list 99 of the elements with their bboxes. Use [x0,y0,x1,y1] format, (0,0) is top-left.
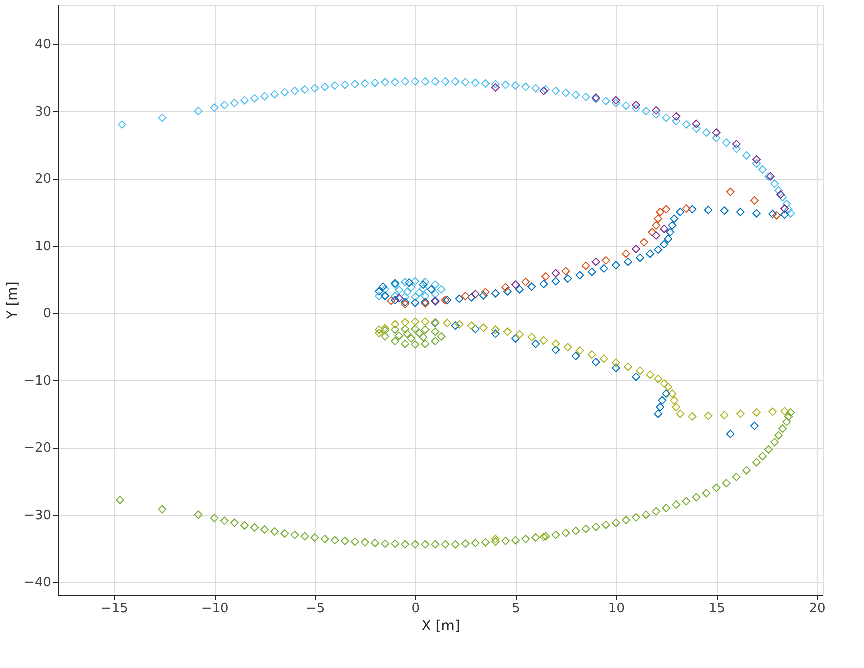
point [443,319,452,328]
point [692,120,701,128]
point [492,84,500,92]
x-tick-label: −10 [201,602,229,616]
y-axis-title: Y [m] [5,282,22,320]
point [411,318,420,326]
point [772,211,782,220]
y-tick-label: 0 [43,306,52,322]
y-tick-label: 20 [34,172,52,188]
point [732,140,741,148]
point [455,320,464,329]
y-tick-label: 10 [34,239,52,254]
point [720,411,729,420]
point [672,112,681,121]
point [562,267,570,276]
point [752,408,761,417]
point [576,346,584,355]
point [387,296,396,306]
y-tick-label: −20 [24,441,52,456]
point [776,190,786,199]
point [652,232,661,240]
point [766,172,776,181]
point [395,294,404,303]
point [542,272,550,281]
point [668,390,677,398]
point [381,324,390,333]
x-tick-label: 20 [809,602,826,616]
x-tick-label: 15 [708,602,726,616]
point [652,106,661,115]
y-tick-label: −40 [24,576,52,591]
point [564,343,572,352]
x-tick-label: 0 [412,602,420,616]
point [502,283,510,292]
point [660,380,669,388]
point [592,258,600,266]
point [522,278,530,286]
point [528,333,536,342]
point [780,204,790,214]
point [512,280,520,290]
point [622,250,630,258]
x-axis-title: X [m] [422,618,460,634]
point [401,318,410,327]
point [421,318,430,326]
point [712,128,721,138]
point [471,290,480,298]
point [492,326,500,334]
point [516,330,524,339]
point [704,412,713,420]
point [662,205,671,214]
point [682,204,691,214]
x-tick-label: −5 [306,602,326,616]
point [648,228,657,237]
point [660,224,669,234]
point [768,408,778,416]
point [736,410,745,418]
point [375,329,384,338]
y-tick-label: 40 [34,38,52,53]
point [632,245,640,254]
point [600,354,608,364]
point [780,407,790,416]
point [552,340,560,348]
point [726,188,735,196]
point [401,300,410,309]
point [492,534,500,544]
point [504,328,512,336]
point [636,366,644,376]
point [640,238,649,247]
point [752,156,761,164]
x-tick-label: 5 [512,602,520,616]
point [654,214,663,224]
point [646,370,655,380]
point [652,221,661,230]
point [624,362,632,372]
point [582,262,590,270]
y-tick-label: −30 [24,508,52,524]
point [676,410,685,418]
point [664,382,673,392]
point [656,208,665,216]
point [467,322,476,330]
point [612,358,620,368]
point [688,412,697,421]
x-tick-label: −15 [101,602,128,616]
point [750,196,759,205]
point [481,288,490,296]
point [602,256,610,265]
point [612,96,620,105]
point [461,292,470,301]
point [540,336,548,345]
point [632,101,640,110]
point [552,269,560,278]
point [670,396,679,405]
y-tick-label: −10 [24,374,52,389]
x-tick-label: 10 [608,602,625,616]
y-tick-label: 30 [34,104,52,120]
point [479,324,488,332]
point [391,320,400,329]
point [672,403,681,412]
point [654,374,663,384]
point [588,350,596,360]
